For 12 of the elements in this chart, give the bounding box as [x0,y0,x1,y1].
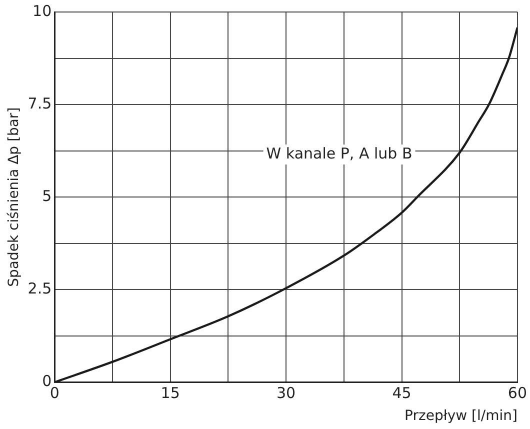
y-tick-label: 5 [42,186,52,205]
annotation: W kanale P, A lub B [266,144,412,162]
y-tick-label: 2.5 [28,280,52,298]
x-tick-label: 60 [508,384,528,402]
y-axis-title: Spadek ciśnienia Δp [bar] [6,107,22,287]
x-tick-label: 30 [276,384,296,402]
x-axis-title: Przepływ [l/min] [404,408,518,424]
x-tick-label: 15 [160,384,180,402]
x-tick-label: 45 [392,384,412,402]
y-tick-label: 0 [42,372,52,390]
y-tick-label: 7.5 [28,94,52,112]
y-tick-label: 10 [32,2,52,20]
